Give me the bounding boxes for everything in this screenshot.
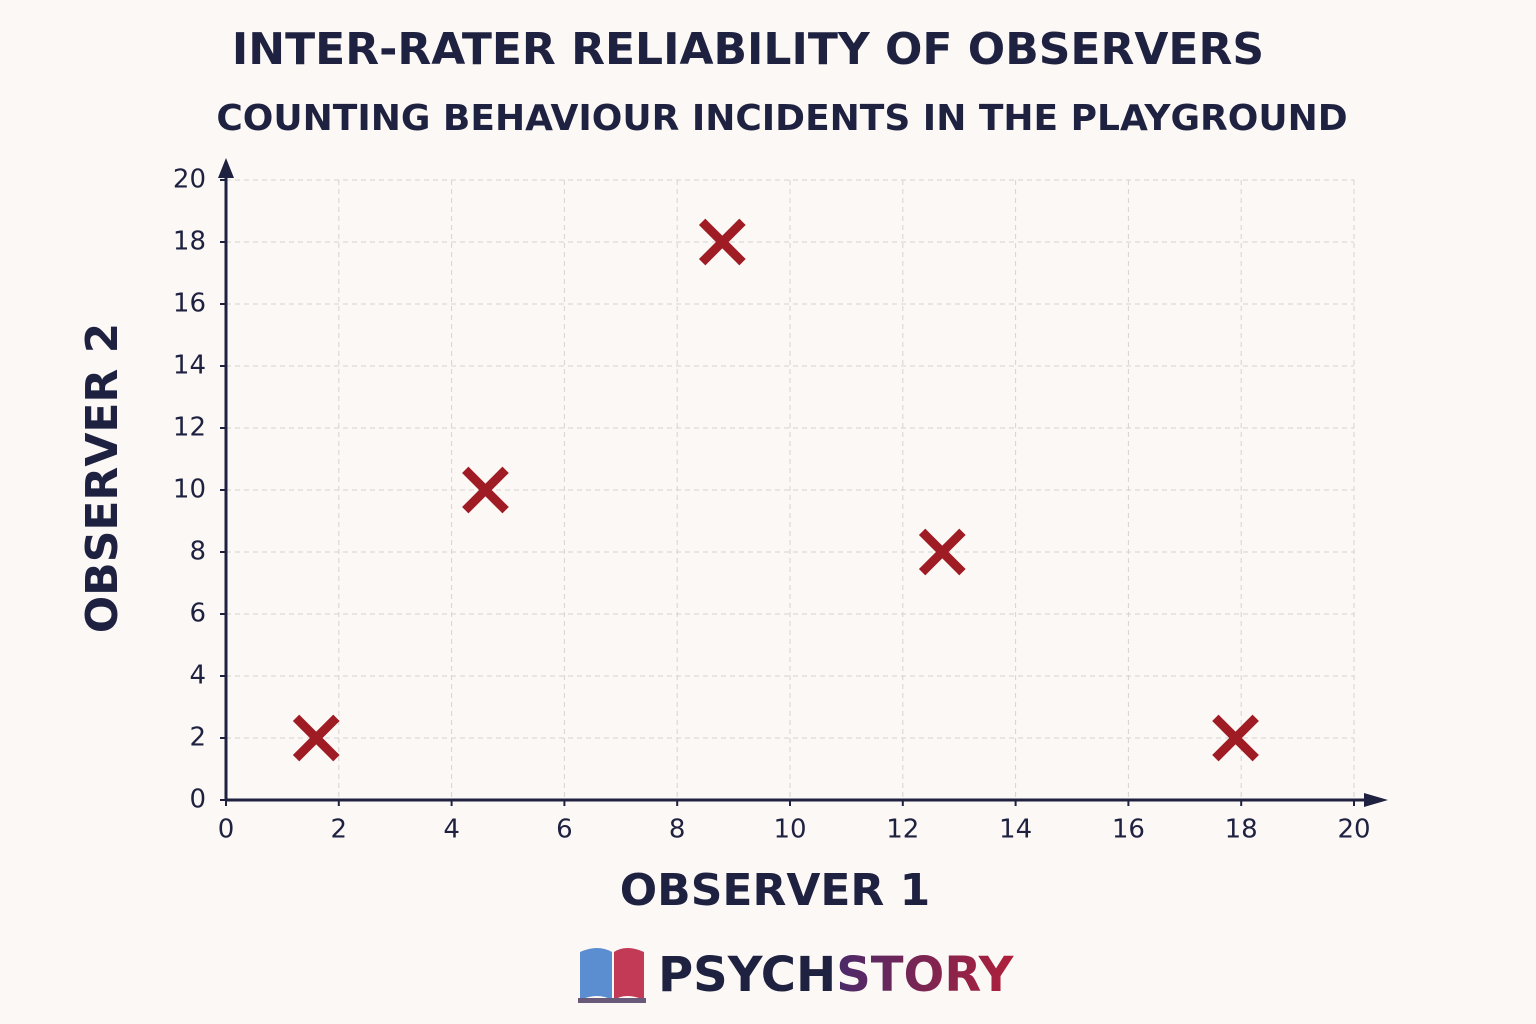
y-tick-label: 18 — [173, 227, 206, 257]
chart-subtitle: COUNTING BEHAVIOUR INCIDENTS IN THE PLAY… — [216, 98, 1347, 139]
y-tick-label: 8 — [189, 537, 206, 567]
logo-icon — [578, 948, 646, 1003]
x-tick-label: 6 — [556, 815, 573, 845]
logo-text: PSYCHSTORY — [658, 947, 1015, 1003]
y-tick-label: 14 — [173, 351, 206, 381]
point — [1212, 714, 1259, 762]
chart-title: INTER-RATER RELIABILITY OF OBSERVERS — [232, 24, 1264, 75]
x-tick-label: 16 — [1112, 815, 1145, 845]
y-tick-label: 10 — [173, 475, 206, 505]
x-tick-label: 10 — [773, 815, 806, 845]
x-axis-label: OBSERVER 1 — [620, 865, 931, 916]
y-axis-arrow — [218, 158, 234, 178]
x-tick-label: 2 — [331, 815, 348, 845]
point — [292, 714, 340, 762]
x-tick-label: 8 — [669, 815, 686, 845]
y-tick-label: 20 — [173, 165, 206, 195]
x-tick-label: 20 — [1337, 815, 1370, 845]
x-tick-label: 0 — [218, 815, 235, 845]
point — [462, 466, 509, 514]
point — [698, 218, 746, 266]
x-axis-arrow — [1364, 793, 1388, 807]
x-tick-label: 14 — [999, 815, 1032, 845]
y-tick-label: 12 — [173, 413, 206, 443]
y-tick-label: 4 — [189, 661, 206, 691]
y-tick-label: 16 — [173, 289, 206, 319]
x-tick-label: 18 — [1225, 815, 1258, 845]
x-tick-label: 12 — [886, 815, 919, 845]
y-tick-label: 6 — [189, 599, 206, 629]
x-tick-label: 4 — [443, 815, 460, 845]
y-tick-label: 2 — [189, 723, 206, 753]
point — [918, 528, 966, 576]
y-axis-label: OBSERVER 2 — [77, 323, 128, 634]
y-tick-label: 0 — [189, 785, 206, 815]
